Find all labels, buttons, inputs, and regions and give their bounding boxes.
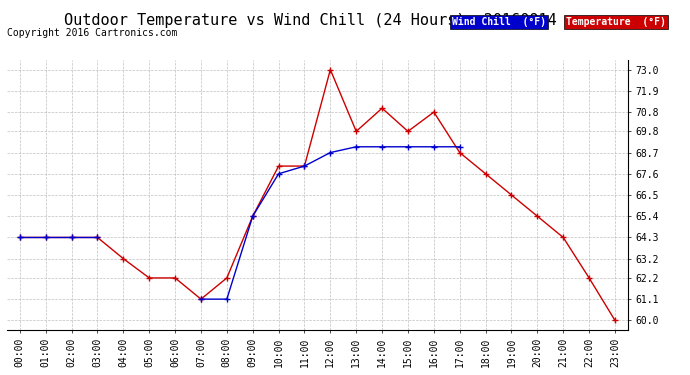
Text: Temperature  (°F): Temperature (°F) bbox=[566, 17, 666, 27]
Text: Outdoor Temperature vs Wind Chill (24 Hours)  20160914: Outdoor Temperature vs Wind Chill (24 Ho… bbox=[64, 13, 557, 28]
Text: Wind Chill  (°F): Wind Chill (°F) bbox=[452, 17, 546, 27]
Text: Copyright 2016 Cartronics.com: Copyright 2016 Cartronics.com bbox=[7, 28, 177, 38]
